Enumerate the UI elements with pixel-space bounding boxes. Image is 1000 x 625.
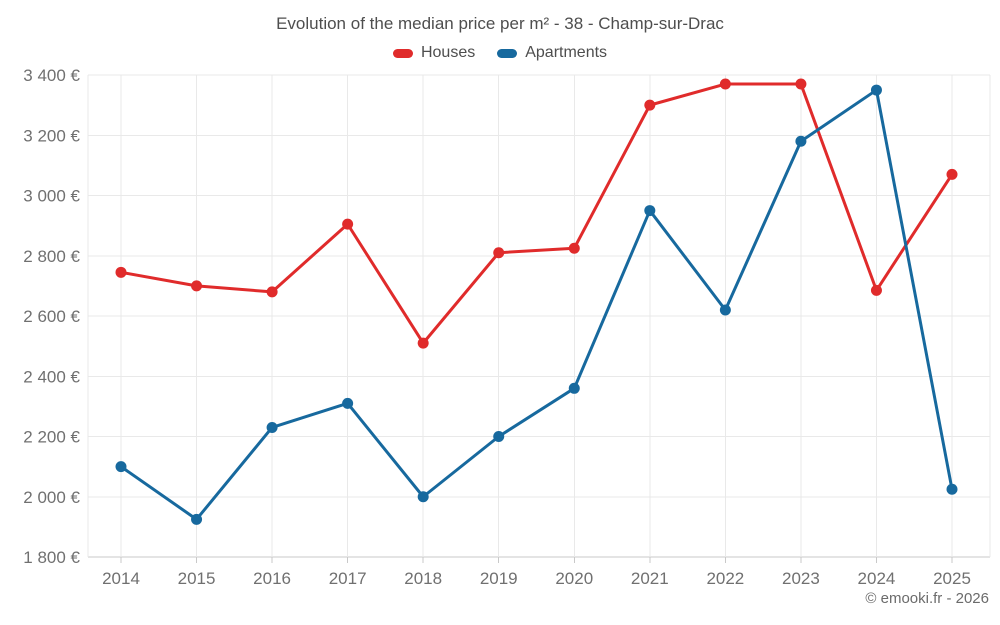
houses-point-2021 xyxy=(644,99,656,111)
apartments-point-2018 xyxy=(417,491,429,503)
x-tick-label: 2016 xyxy=(253,569,291,588)
credit-text: © emooki.fr - 2026 xyxy=(865,590,989,607)
y-tick-label: 2 800 € xyxy=(23,247,80,266)
x-tick-label: 2025 xyxy=(933,569,971,588)
apartments-point-2021 xyxy=(644,205,656,217)
y-tick-label: 2 400 € xyxy=(23,367,80,386)
x-tick-label: 2024 xyxy=(858,569,896,588)
houses-point-2017 xyxy=(342,218,354,230)
y-tick-label: 1 800 € xyxy=(23,548,80,567)
apartments-point-2015 xyxy=(191,513,203,525)
houses-line xyxy=(119,82,954,345)
x-tick-label: 2022 xyxy=(706,569,744,588)
x-tick-label: 2023 xyxy=(782,569,820,588)
apartments-point-2016 xyxy=(266,421,278,433)
houses-point-2020 xyxy=(568,242,580,254)
x-tick-label: 2020 xyxy=(555,569,593,588)
apartments-point-2014 xyxy=(115,461,127,473)
x-tick-label: 2018 xyxy=(404,569,442,588)
series-apartments xyxy=(115,84,958,525)
y-tick-label: 3 200 € xyxy=(23,126,80,145)
y-tick-label: 3 400 € xyxy=(23,66,80,85)
series-houses xyxy=(115,78,958,349)
apartments-point-2022 xyxy=(719,304,731,316)
houses-swatch-icon xyxy=(392,48,413,58)
apartments-point-2017 xyxy=(342,397,354,409)
houses-point-2025 xyxy=(946,168,958,180)
apartments-line xyxy=(119,88,954,521)
x-tick-label: 2017 xyxy=(329,569,367,588)
y-tick-label: 3 000 € xyxy=(23,187,80,206)
legend-item-apartments[interactable]: Apartments xyxy=(497,44,607,62)
apartments-point-2020 xyxy=(568,382,580,394)
y-tick-label: 2 200 € xyxy=(23,428,80,447)
y-tick-label: 2 000 € xyxy=(23,488,80,507)
houses-point-2022 xyxy=(719,78,731,90)
houses-point-2023 xyxy=(795,78,807,90)
apartments-point-2019 xyxy=(493,431,505,442)
apartments-point-2023 xyxy=(795,135,807,147)
houses-point-2014 xyxy=(115,266,127,278)
chart-title: Evolution of the median price per m² - 3… xyxy=(276,14,724,33)
chart-legend: Houses Apartments xyxy=(0,44,1000,62)
legend-label-houses: Houses xyxy=(420,44,476,61)
x-tick-label: 2021 xyxy=(631,569,669,588)
houses-point-2016 xyxy=(266,286,278,298)
apartments-point-2025 xyxy=(946,483,958,495)
houses-point-2024 xyxy=(870,284,882,296)
legend-label-apartments: Apartments xyxy=(525,44,608,61)
apartments-swatch-icon xyxy=(497,48,518,58)
x-tick-label: 2015 xyxy=(178,569,216,588)
houses-point-2018 xyxy=(417,337,429,349)
apartments-point-2024 xyxy=(870,84,882,96)
x-tick-label: 2014 xyxy=(102,569,140,588)
y-tick-label: 2 600 € xyxy=(23,307,80,326)
houses-point-2019 xyxy=(493,247,505,259)
houses-point-2015 xyxy=(191,280,203,292)
grid-and-axes: 1 800 € 2 000 € 2 200 € 2 400 € 2 600 € 2 800… xyxy=(23,66,991,588)
legend-item-houses[interactable]: Houses xyxy=(392,44,476,62)
x-tick-label: 2019 xyxy=(480,569,518,588)
